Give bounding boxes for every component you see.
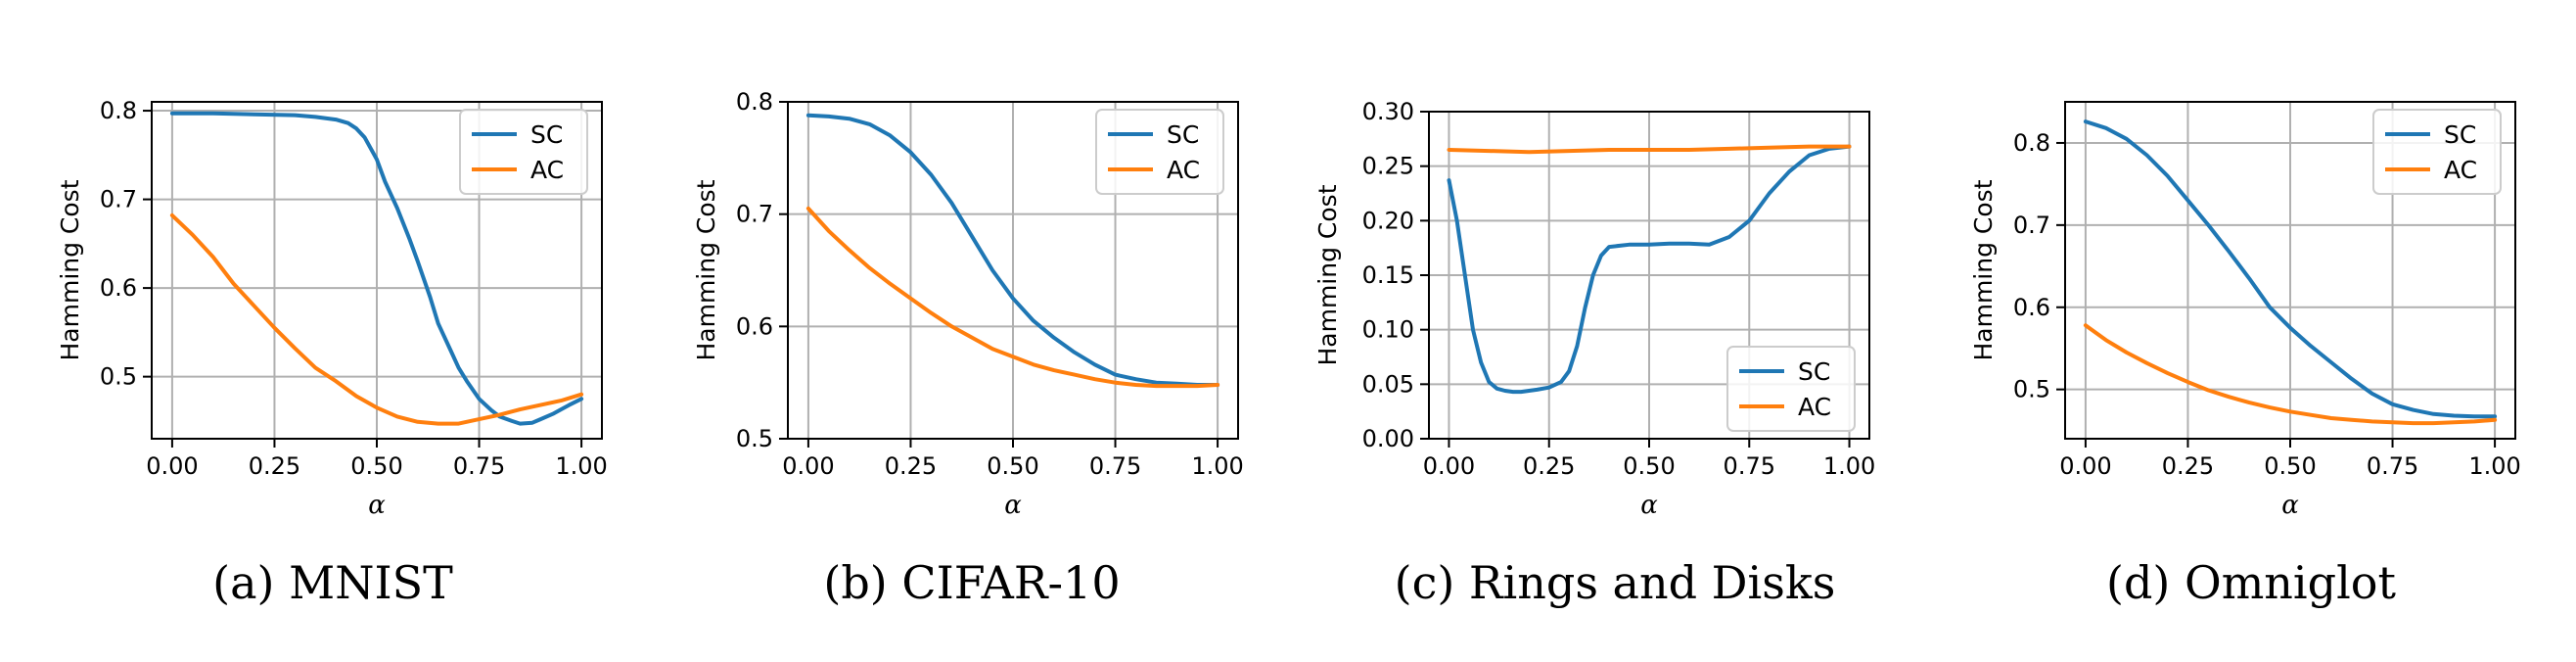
series-line-sc xyxy=(805,113,1220,387)
legend-label-sc: SC xyxy=(530,120,563,149)
y-tick-label: 0.6 xyxy=(100,274,137,302)
legend: SC AC xyxy=(1095,109,1224,195)
caption-b: (b) CIFAR-10 xyxy=(823,556,1121,609)
chart-2: 0.00 0.25 0.50 0.75 1.00 0.00 0.05 0.10 0.15 0.20… xyxy=(1313,98,1875,520)
y-axis-label: Hamming Cost xyxy=(1313,184,1342,365)
x-tick-label: 0.25 xyxy=(2162,452,2214,480)
x-axis-label: α xyxy=(368,491,386,520)
legend-box xyxy=(459,109,588,195)
legend-label-sc: SC xyxy=(1798,357,1830,386)
y-tick-label: 0.8 xyxy=(100,97,137,124)
y-tick-label: 0.6 xyxy=(2013,294,2050,321)
x-tick-label: 0.25 xyxy=(885,452,937,480)
y-tick-label: 0.6 xyxy=(736,312,773,340)
caption-a: (a) MNIST xyxy=(212,556,453,609)
y-tick-label: 0.10 xyxy=(1362,316,1414,344)
legend: SC AC xyxy=(459,109,588,195)
legend-label-ac: AC xyxy=(530,156,564,184)
x-tick-label: 0.00 xyxy=(2059,452,2111,480)
y-tick-label: 0.7 xyxy=(736,201,773,228)
y-tick-label: 0.7 xyxy=(100,186,137,213)
legend-label-ac: AC xyxy=(2444,156,2477,184)
legend-box xyxy=(2372,109,2502,195)
series-line-ac xyxy=(2083,323,2498,426)
chart-3: 0.00 0.25 0.50 0.75 1.00 0.5 0.6 0.7 0.8 α Hamming… xyxy=(1969,101,2521,520)
series-line-ac xyxy=(1447,144,1852,155)
x-tick-label: 1.00 xyxy=(555,452,607,480)
y-tick-label: 0.05 xyxy=(1362,370,1414,398)
y-tick-label: 0.8 xyxy=(2013,129,2050,157)
x-axis-label: α xyxy=(2281,491,2299,520)
legend: SC AC xyxy=(1726,346,1856,432)
chart-0: 0.00 0.25 0.50 0.75 1.00 0.5 0.6 0.7 0.8 α Hamming… xyxy=(56,97,608,520)
x-axis-label: α xyxy=(1640,491,1658,520)
x-tick-label: 0.50 xyxy=(2264,452,2316,480)
x-tick-label: 0.75 xyxy=(453,452,505,480)
x-tick-label: 0.75 xyxy=(1724,452,1775,480)
y-tick-label: 0.00 xyxy=(1362,425,1414,452)
x-tick-label: 0.25 xyxy=(1523,452,1575,480)
y-axis-label: Hamming Cost xyxy=(1969,179,1998,360)
y-tick-label: 0.15 xyxy=(1362,261,1414,289)
y-tick-label: 0.25 xyxy=(1362,153,1414,180)
legend-label-ac: AC xyxy=(1167,156,1200,184)
caption-d: (d) Omniglot xyxy=(2106,556,2396,609)
x-tick-label: 0.75 xyxy=(2367,452,2418,480)
legend-box xyxy=(1726,346,1856,432)
y-tick-label: 0.5 xyxy=(2013,376,2050,403)
x-tick-label: 0.00 xyxy=(782,452,834,480)
y-axis-label: Hamming Cost xyxy=(56,179,84,360)
legend-label-sc: SC xyxy=(2444,120,2476,149)
x-tick-label: 1.00 xyxy=(2468,452,2520,480)
x-tick-label: 0.00 xyxy=(146,452,198,480)
x-tick-label: 0.50 xyxy=(987,452,1038,480)
legend: SC AC xyxy=(2372,109,2502,195)
chart-1: 0.00 0.25 0.50 0.75 1.00 0.5 0.6 0.7 0.8 α Hamming… xyxy=(692,88,1244,520)
y-axis-label: Hamming Cost xyxy=(692,179,720,360)
series-line-sc xyxy=(2083,119,2498,419)
caption-c: (c) Rings and Disks xyxy=(1394,556,1836,609)
y-tick-label: 0.5 xyxy=(100,363,137,391)
legend-label-sc: SC xyxy=(1167,120,1199,149)
series-line-ac xyxy=(805,206,1220,389)
x-tick-label: 0.50 xyxy=(1623,452,1675,480)
series-line-sc xyxy=(169,111,584,426)
y-tick-label: 0.30 xyxy=(1362,98,1414,125)
legend-box xyxy=(1095,109,1224,195)
series-line-sc xyxy=(1447,144,1852,395)
x-tick-label: 1.00 xyxy=(1191,452,1243,480)
y-tick-label: 0.8 xyxy=(736,88,773,116)
x-tick-label: 0.25 xyxy=(249,452,300,480)
legend-label-ac: AC xyxy=(1798,393,1831,421)
x-tick-label: 0.50 xyxy=(350,452,402,480)
x-tick-label: 0.00 xyxy=(1423,452,1475,480)
series-line-ac xyxy=(169,213,584,426)
y-tick-label: 0.5 xyxy=(736,425,773,452)
x-tick-label: 1.00 xyxy=(1823,452,1875,480)
x-axis-label: α xyxy=(1004,491,1022,520)
y-tick-label: 0.20 xyxy=(1362,207,1414,234)
x-tick-label: 0.75 xyxy=(1089,452,1141,480)
y-tick-label: 0.7 xyxy=(2013,212,2050,239)
